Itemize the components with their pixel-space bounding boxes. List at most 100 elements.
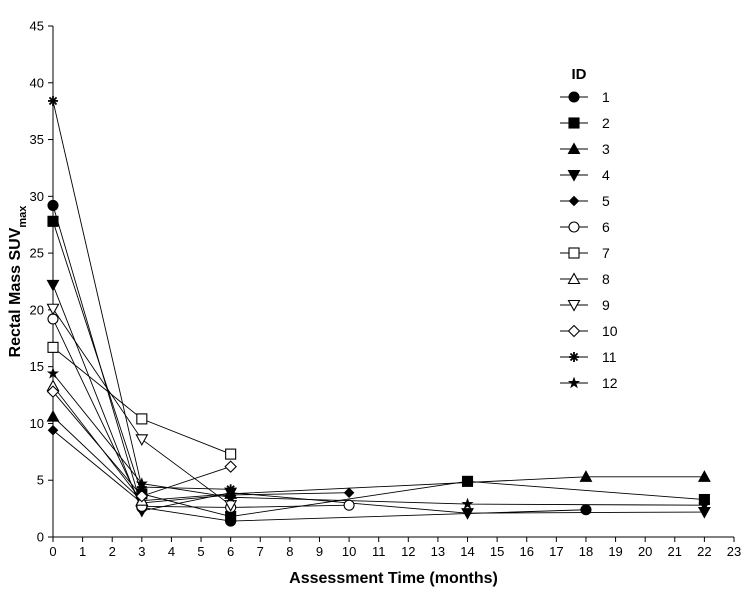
series-line-6 bbox=[52, 318, 350, 508]
data-point-10 bbox=[135, 489, 149, 503]
y-tick-label: 20 bbox=[30, 302, 44, 317]
legend-label: 6 bbox=[602, 219, 610, 235]
legend-marker-4 bbox=[567, 169, 581, 182]
x-tick-label: 17 bbox=[549, 544, 563, 559]
legend-label: 1 bbox=[602, 89, 610, 105]
y-axis-title-subscript: max bbox=[17, 205, 29, 228]
legend-item-1: 1 bbox=[560, 89, 610, 105]
y-tick-label: 0 bbox=[37, 530, 44, 545]
x-tick-label: 12 bbox=[401, 544, 415, 559]
x-tick-label: 9 bbox=[316, 544, 323, 559]
y-tick-label: 40 bbox=[30, 75, 44, 90]
legend-marker-1 bbox=[568, 91, 580, 103]
legend-marker-2 bbox=[568, 117, 580, 129]
legend-item-9: 9 bbox=[560, 297, 610, 313]
x-tick-label: 3 bbox=[138, 544, 145, 559]
x-tick-label: 13 bbox=[431, 544, 445, 559]
y-tick-label: 30 bbox=[30, 189, 44, 204]
x-tick-label: 15 bbox=[490, 544, 504, 559]
y-ticks: 0 5 10 15 20 25 30 35 40 45 bbox=[30, 19, 53, 545]
legend-label: 8 bbox=[602, 271, 610, 287]
legend-marker-7 bbox=[568, 247, 580, 259]
data-point-9 bbox=[224, 500, 238, 512]
legend-item-12: 12 bbox=[560, 375, 618, 391]
legend-label: 7 bbox=[602, 245, 610, 261]
x-tick-label: 16 bbox=[520, 544, 534, 559]
x-tick-label: 2 bbox=[109, 544, 116, 559]
legend-marker-8 bbox=[567, 272, 581, 285]
data-point-11 bbox=[225, 484, 236, 495]
data-point-4 bbox=[46, 279, 60, 292]
legend-item-2: 2 bbox=[560, 115, 610, 131]
data-point-12 bbox=[224, 490, 237, 503]
legend-title: ID bbox=[572, 66, 587, 83]
data-point-10 bbox=[224, 460, 237, 473]
legend-label: 10 bbox=[602, 323, 618, 339]
x-tick-label: 23 bbox=[727, 544, 741, 559]
data-point-5 bbox=[47, 424, 59, 436]
data-point-7 bbox=[47, 341, 59, 353]
x-ticks: 0 1 2 3 4 5 6 7 8 9 10 11 12 13 14 15 16 17 18 19 20 21 22 23 bbox=[49, 537, 741, 559]
y-tick-label: 10 bbox=[30, 416, 44, 431]
x-tick-label: 7 bbox=[257, 544, 264, 559]
legend-label: 3 bbox=[602, 141, 610, 157]
legend-label: 4 bbox=[602, 167, 610, 183]
data-point-3 bbox=[697, 470, 711, 482]
data-point-3 bbox=[579, 470, 593, 482]
legend-label: 9 bbox=[602, 297, 610, 313]
data-point-2 bbox=[225, 511, 237, 523]
legend-marker-10 bbox=[567, 324, 581, 338]
legend-label: 11 bbox=[602, 349, 617, 365]
data-point-9 bbox=[135, 434, 149, 446]
data-point-5 bbox=[343, 487, 355, 498]
data-point-2 bbox=[47, 215, 59, 227]
y-axis-title: Rectal Mass SUVmax bbox=[7, 205, 29, 358]
y-axis-title-main: Rectal Mass SUV bbox=[7, 227, 24, 357]
legend-item-3: 3 bbox=[560, 141, 610, 157]
data-point-12 bbox=[46, 367, 60, 379]
legend-item-6: 6 bbox=[560, 219, 610, 235]
x-tick-label: 20 bbox=[638, 544, 652, 559]
legend-item-11: 11 bbox=[560, 349, 617, 365]
data-point-7 bbox=[136, 413, 148, 425]
data-point-4 bbox=[697, 506, 711, 519]
series-line-12 bbox=[52, 373, 705, 506]
x-tick-label: 5 bbox=[197, 544, 204, 559]
data-point-1 bbox=[47, 199, 59, 211]
data-point-1 bbox=[580, 504, 592, 516]
data-point-4 bbox=[461, 508, 474, 520]
data-point-2 bbox=[461, 475, 474, 487]
legend-item-7: 7 bbox=[560, 245, 610, 261]
x-tick-label: 0 bbox=[49, 544, 56, 559]
x-tick-label: 21 bbox=[668, 544, 682, 559]
series-line-5 bbox=[52, 429, 350, 504]
y-tick-label: 25 bbox=[30, 246, 44, 261]
x-tick-label: 22 bbox=[697, 544, 711, 559]
x-tick-label: 1 bbox=[79, 544, 86, 559]
x-tick-label: 4 bbox=[168, 544, 175, 559]
x-tick-label: 10 bbox=[342, 544, 356, 559]
data-point-11 bbox=[48, 95, 58, 106]
data-point-6 bbox=[343, 499, 355, 511]
legend-label: 12 bbox=[602, 375, 618, 391]
data-point-12 bbox=[135, 477, 148, 489]
data-point-9 bbox=[46, 303, 60, 316]
legend-label: 5 bbox=[602, 193, 610, 209]
y-tick-label: 15 bbox=[30, 359, 44, 374]
x-tick-label: 11 bbox=[372, 544, 386, 559]
data-point-7 bbox=[225, 448, 237, 460]
series-line-2 bbox=[52, 221, 705, 518]
y-tick-label: 45 bbox=[30, 19, 44, 34]
data-point-12 bbox=[698, 498, 711, 511]
legend-marker-9 bbox=[567, 299, 581, 312]
legend-marker-5 bbox=[568, 195, 580, 207]
series-markers bbox=[46, 95, 711, 527]
x-tick-label: 8 bbox=[286, 544, 293, 559]
series-line-3 bbox=[52, 416, 705, 502]
series-line-1 bbox=[52, 205, 586, 522]
legend-marker-3 bbox=[567, 142, 581, 155]
